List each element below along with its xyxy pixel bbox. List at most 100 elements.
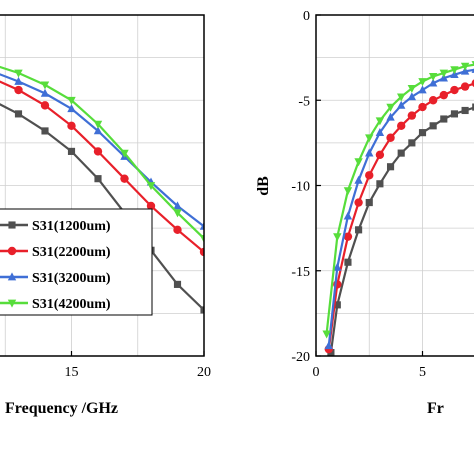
series-line-4 xyxy=(325,63,474,334)
data-point xyxy=(428,78,438,87)
data-point xyxy=(428,96,438,105)
data-point xyxy=(471,79,474,88)
data-point xyxy=(407,84,417,93)
y-tick-label: -15 xyxy=(291,265,310,280)
legend-marker xyxy=(7,246,17,256)
series-group xyxy=(322,61,474,356)
data-point xyxy=(471,61,474,66)
legend-label: S31(3200um) xyxy=(32,271,111,286)
y-tick-label: -5 xyxy=(298,94,310,109)
data-point xyxy=(460,62,470,71)
y-tick-label: -20 xyxy=(291,350,310,365)
data-point xyxy=(173,201,182,210)
legend-marker xyxy=(8,221,16,229)
data-point xyxy=(450,66,459,75)
data-point xyxy=(428,73,438,81)
data-point xyxy=(67,147,76,155)
legend: S31(1200um) S31(2200um) S31(3200um) S31(420… xyxy=(0,208,153,316)
data-point xyxy=(14,110,23,118)
data-point xyxy=(407,92,417,101)
data-point xyxy=(440,115,448,123)
data-point xyxy=(333,262,342,271)
data-point xyxy=(199,247,204,257)
x-tick-label: 5 xyxy=(419,365,426,380)
data-point xyxy=(344,258,352,266)
data-point xyxy=(439,69,448,78)
data-point xyxy=(365,198,373,207)
y-tick-label: -10 xyxy=(291,180,310,195)
data-point xyxy=(418,85,427,94)
data-point xyxy=(429,122,437,130)
series-line-1 xyxy=(0,103,204,311)
data-point xyxy=(407,111,417,120)
data-point xyxy=(397,149,405,157)
data-point xyxy=(67,104,76,113)
data-point xyxy=(376,180,384,188)
data-point xyxy=(41,127,49,135)
data-point xyxy=(333,233,342,242)
data-point xyxy=(450,85,459,95)
data-point xyxy=(386,103,395,112)
x-axis-label: Fr xyxy=(427,400,444,417)
data-point xyxy=(408,139,416,147)
data-point xyxy=(343,187,353,196)
series-group xyxy=(0,65,204,314)
data-point xyxy=(418,78,427,87)
data-point xyxy=(343,211,353,220)
data-point xyxy=(14,69,23,78)
data-point xyxy=(94,175,102,183)
legend-label: S31(1200um) xyxy=(32,219,111,234)
data-point xyxy=(354,198,363,207)
data-point xyxy=(439,90,448,100)
legend-label: S31(2200um) xyxy=(32,245,111,260)
data-point xyxy=(14,76,23,85)
data-point xyxy=(173,280,182,288)
data-point xyxy=(450,110,459,118)
data-point xyxy=(365,171,374,180)
data-point xyxy=(472,103,474,111)
data-point xyxy=(67,121,76,131)
data-point xyxy=(93,147,103,156)
left-chart: 15 20 Frequency /GHz S31(1200um) S31(2200um)… xyxy=(0,14,211,417)
data-point xyxy=(93,126,103,135)
data-point xyxy=(471,68,474,73)
data-point xyxy=(173,209,182,218)
data-point xyxy=(365,148,374,157)
y-axis-label: dB xyxy=(255,176,272,196)
data-point xyxy=(354,158,363,167)
series-line-1 xyxy=(329,106,474,353)
series-line-2 xyxy=(327,82,474,350)
data-point xyxy=(355,226,363,234)
data-point xyxy=(173,225,182,235)
x-tick-label: 20 xyxy=(197,365,211,380)
data-point xyxy=(146,201,156,211)
series-line-2 xyxy=(0,80,204,253)
grid-lines xyxy=(316,15,474,356)
data-point xyxy=(460,82,470,91)
data-point xyxy=(354,175,363,184)
data-point xyxy=(146,182,156,191)
x-tick-label: 15 xyxy=(65,365,79,380)
legend-label: S31(4200um) xyxy=(32,297,111,312)
data-point xyxy=(93,120,103,129)
data-point xyxy=(365,134,374,143)
data-point xyxy=(199,221,204,230)
data-point xyxy=(461,106,469,115)
series-line-3 xyxy=(327,68,474,346)
data-point xyxy=(67,96,76,105)
plot-frame xyxy=(0,14,205,357)
data-point xyxy=(324,341,333,350)
data-point xyxy=(386,163,395,171)
series-line-3 xyxy=(0,73,204,228)
y-tick-label: 0 xyxy=(303,9,310,24)
data-point xyxy=(40,88,50,97)
data-point xyxy=(120,174,129,183)
data-point xyxy=(333,301,341,309)
data-point xyxy=(40,101,50,110)
data-point xyxy=(375,117,385,126)
data-point xyxy=(343,232,353,241)
x-axis-label: Frequency /GHz xyxy=(5,400,118,417)
data-point xyxy=(375,128,385,137)
data-point xyxy=(14,85,23,95)
data-point xyxy=(418,102,427,112)
